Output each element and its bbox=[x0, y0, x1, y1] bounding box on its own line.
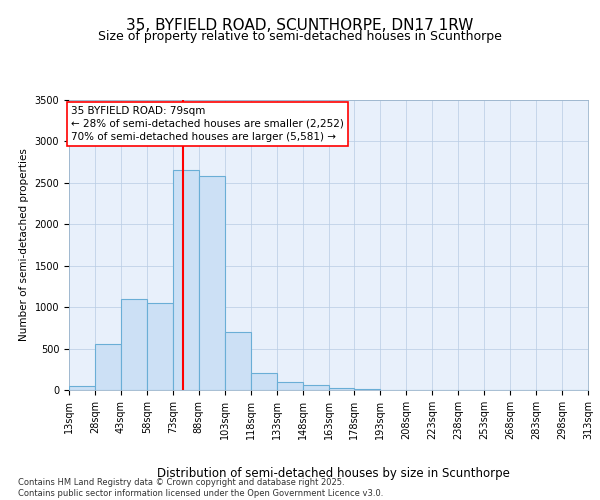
Bar bbox=[95, 344, 121, 390]
Bar bbox=[121, 299, 147, 390]
Bar bbox=[277, 382, 302, 390]
Y-axis label: Number of semi-detached properties: Number of semi-detached properties bbox=[19, 148, 29, 342]
Bar bbox=[355, 389, 380, 390]
Bar bbox=[147, 303, 173, 390]
Bar bbox=[199, 176, 224, 390]
Text: Distribution of semi-detached houses by size in Scunthorpe: Distribution of semi-detached houses by … bbox=[157, 468, 509, 480]
Bar bbox=[225, 332, 251, 390]
Bar bbox=[69, 386, 95, 390]
Text: 35, BYFIELD ROAD, SCUNTHORPE, DN17 1RW: 35, BYFIELD ROAD, SCUNTHORPE, DN17 1RW bbox=[127, 18, 473, 32]
Bar bbox=[251, 374, 277, 390]
Text: Contains HM Land Registry data © Crown copyright and database right 2025.
Contai: Contains HM Land Registry data © Crown c… bbox=[18, 478, 383, 498]
Bar bbox=[173, 170, 199, 390]
Bar bbox=[302, 385, 329, 390]
Text: Size of property relative to semi-detached houses in Scunthorpe: Size of property relative to semi-detach… bbox=[98, 30, 502, 43]
Bar bbox=[329, 388, 355, 390]
Text: 35 BYFIELD ROAD: 79sqm
← 28% of semi-detached houses are smaller (2,252)
70% of : 35 BYFIELD ROAD: 79sqm ← 28% of semi-det… bbox=[71, 106, 344, 142]
